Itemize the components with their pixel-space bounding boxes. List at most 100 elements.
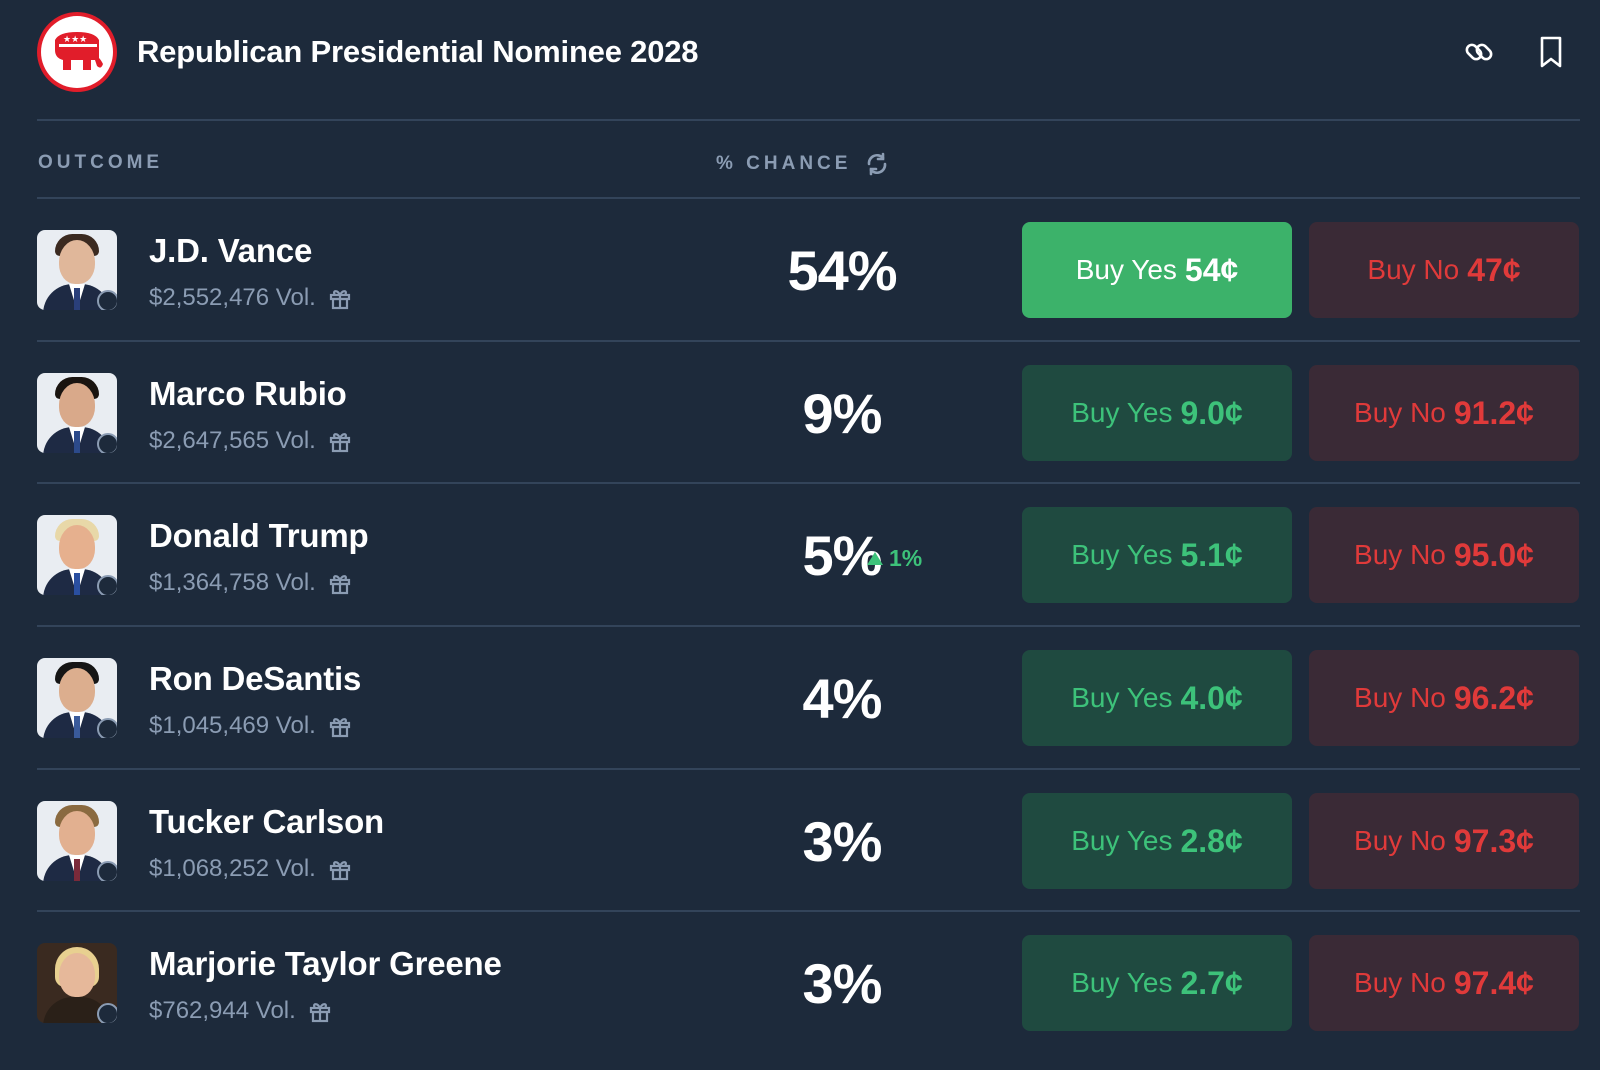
buy-yes-button[interactable]: Buy Yes 9.0¢ [1022, 365, 1292, 461]
chance-change-badge: 1% [867, 545, 922, 572]
buy-no-price: 95.0¢ [1453, 536, 1534, 573]
volume-line: $1,068,252 Vol. [149, 855, 352, 883]
gift-icon[interactable] [328, 286, 352, 310]
outcome-chance: 4% [802, 667, 883, 730]
row-divider [37, 482, 1580, 484]
column-header-chance-label: % CHANCE [716, 153, 852, 174]
gift-icon[interactable] [328, 857, 352, 881]
avatar-badge-icon [97, 433, 117, 453]
outcome-row: Tucker Carlson $1,068,252 Vol. 3% Buy Ye… [37, 769, 1580, 914]
avatar [37, 230, 117, 310]
buy-no-button[interactable]: Buy No 91.2¢ [1309, 365, 1579, 461]
avatar [37, 373, 117, 453]
buy-yes-button[interactable]: Buy Yes 5.1¢ [1022, 507, 1292, 603]
buy-no-button[interactable]: Buy No 96.2¢ [1309, 650, 1579, 746]
outcome-row: Marjorie Taylor Greene $762,944 Vol. 3% … [37, 911, 1580, 1056]
gift-icon[interactable] [328, 714, 352, 738]
avatar-badge-icon [97, 290, 117, 310]
buy-yes-button[interactable]: Buy Yes 2.8¢ [1022, 793, 1292, 889]
row-divider [37, 340, 1580, 342]
outcome-name[interactable]: J.D. Vance [149, 232, 313, 269]
buy-yes-label: Buy Yes [1071, 825, 1173, 856]
buy-no-button[interactable]: Buy No 97.4¢ [1309, 935, 1579, 1031]
column-divider [37, 197, 1580, 199]
outcome-row: Marco Rubio $2,647,565 Vol. 9% Buy Yes 9… [37, 341, 1580, 486]
outcome-chance: 3% [802, 952, 883, 1015]
up-triangle-icon [867, 552, 883, 565]
buy-no-label: Buy No [1354, 539, 1446, 570]
header-actions [1462, 35, 1568, 69]
outcome-volume: $1,045,469 Vol. [149, 712, 316, 739]
buy-yes-price: 54¢ [1184, 251, 1239, 288]
outcome-name[interactable]: Tucker Carlson [149, 803, 384, 840]
buy-no-label: Buy No [1354, 397, 1446, 428]
buy-yes-label: Buy Yes [1071, 397, 1173, 428]
outcome-volume: $1,364,758 Vol. [149, 569, 316, 596]
refresh-icon[interactable] [865, 152, 889, 176]
outcome-volume: $2,552,476 Vol. [149, 284, 316, 311]
outcome-row: Donald Trump $1,364,758 Vol. 5% 1% Buy Y… [37, 483, 1580, 628]
column-header-outcome: OUTCOME [38, 152, 164, 173]
outcome-volume: $762,944 Vol. [149, 997, 296, 1024]
buy-no-label: Buy No [1354, 967, 1446, 998]
row-divider [37, 625, 1580, 627]
volume-line: $2,647,565 Vol. [149, 427, 352, 455]
outcome-volume: $2,647,565 Vol. [149, 427, 316, 454]
buy-no-button[interactable]: Buy No 97.3¢ [1309, 793, 1579, 889]
buy-yes-label: Buy Yes [1071, 967, 1173, 998]
buy-no-price: 96.2¢ [1453, 679, 1534, 716]
gift-icon[interactable] [308, 999, 332, 1023]
buy-yes-price: 9.0¢ [1180, 394, 1243, 431]
row-divider [37, 768, 1580, 770]
buy-no-label: Buy No [1367, 254, 1460, 285]
gift-icon[interactable] [328, 429, 352, 453]
bookmark-icon[interactable] [1534, 35, 1568, 69]
chance-change-value: 1% [889, 545, 923, 571]
volume-line: $2,552,476 Vol. [149, 284, 352, 312]
outcome-row: J.D. Vance $2,552,476 Vol. 54% Buy Yes 5… [37, 198, 1580, 343]
avatar-badge-icon [97, 718, 117, 738]
buy-yes-price: 2.7¢ [1180, 964, 1243, 1001]
avatar-badge-icon [97, 861, 117, 881]
outcome-chance: 9% [802, 382, 883, 445]
outcome-name[interactable]: Donald Trump [149, 517, 369, 554]
header-divider [37, 119, 1580, 121]
buy-yes-price: 2.8¢ [1180, 822, 1243, 859]
buy-yes-button[interactable]: Buy Yes 4.0¢ [1022, 650, 1292, 746]
buy-yes-label: Buy Yes [1071, 682, 1173, 713]
buy-no-button[interactable]: Buy No 47¢ [1309, 222, 1579, 318]
buy-yes-label: Buy Yes [1075, 254, 1177, 285]
avatar-badge-icon [97, 1003, 117, 1023]
volume-line: $762,944 Vol. [149, 997, 332, 1025]
link-icon[interactable] [1462, 35, 1496, 69]
outcome-name[interactable]: Marco Rubio [149, 375, 347, 412]
buy-no-price: 91.2¢ [1453, 394, 1534, 431]
market-header: ★★★ Republican Presidential Nominee 2028 [37, 12, 1568, 92]
buy-yes-button[interactable]: Buy Yes 2.7¢ [1022, 935, 1292, 1031]
avatar [37, 801, 117, 881]
svg-text:★★★: ★★★ [63, 35, 87, 45]
column-header-chance: % CHANCE [716, 152, 889, 176]
buy-no-label: Buy No [1354, 682, 1446, 713]
avatar [37, 515, 117, 595]
outcome-chance: 3% [802, 810, 883, 873]
buy-yes-button[interactable]: Buy Yes 54¢ [1022, 222, 1292, 318]
outcome-chance: 54% [787, 239, 897, 302]
buy-no-price: 97.4¢ [1453, 964, 1534, 1001]
buy-no-price: 47¢ [1467, 251, 1521, 288]
outcome-volume: $1,068,252 Vol. [149, 855, 316, 882]
buy-no-price: 97.3¢ [1453, 822, 1534, 859]
buy-yes-price: 5.1¢ [1180, 536, 1243, 573]
volume-line: $1,364,758 Vol. [149, 569, 352, 597]
elephant-logo-icon: ★★★ [37, 12, 117, 92]
page-title: Republican Presidential Nominee 2028 [137, 34, 699, 69]
gift-icon[interactable] [328, 571, 352, 595]
outcome-name[interactable]: Marjorie Taylor Greene [149, 945, 502, 982]
volume-line: $1,045,469 Vol. [149, 712, 352, 740]
avatar [37, 658, 117, 738]
buy-yes-label: Buy Yes [1071, 539, 1173, 570]
avatar [37, 943, 117, 1023]
outcome-name[interactable]: Ron DeSantis [149, 660, 362, 697]
buy-no-button[interactable]: Buy No 95.0¢ [1309, 507, 1579, 603]
